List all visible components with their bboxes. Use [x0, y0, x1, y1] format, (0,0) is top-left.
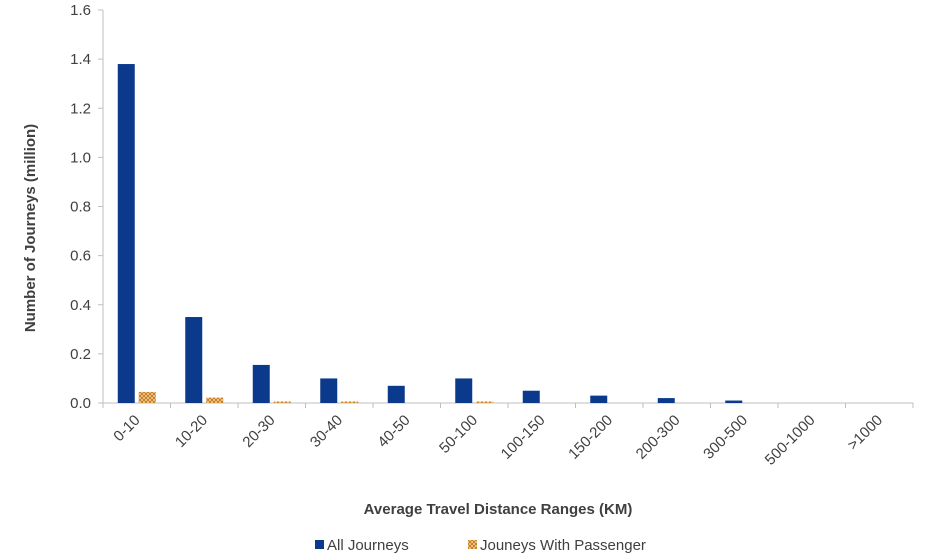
y-tick-label: 1.0 — [70, 149, 91, 166]
legend: All Journeys Jouneys With Passenger — [315, 537, 646, 554]
bar-all-journeys-9 — [725, 400, 743, 403]
legend-label: All Journeys — [327, 537, 409, 554]
y-tick-label: 1.6 — [70, 2, 91, 19]
x-tick-label: 20-30 — [239, 412, 278, 451]
x-tick-label: 100-150 — [498, 412, 549, 463]
x-tick-label: >1000 — [844, 412, 886, 454]
bar-all-journeys-4 — [387, 385, 405, 403]
y-tick-label: 0.2 — [70, 346, 91, 363]
bar-all-journeys-6 — [522, 390, 540, 403]
bar-with-passenger-5 — [476, 401, 494, 403]
x-tick-label: 10-20 — [172, 412, 211, 451]
y-axis: 0.0 0.2 0.4 0.6 0.8 1.0 1.2 1.4 1.6 — [70, 2, 104, 412]
legend-label: Jouneys With Passenger — [480, 537, 646, 554]
bar-with-passenger-0 — [138, 391, 156, 403]
x-tick-label: 500-1000 — [762, 412, 819, 469]
x-axis-title: Average Travel Distance Ranges (KM) — [364, 501, 633, 518]
x-tick-label: 300-500 — [700, 412, 751, 463]
legend-swatch — [315, 540, 324, 549]
y-tick-label: 0.0 — [70, 395, 91, 412]
x-tick-label: 150-200 — [565, 412, 616, 463]
bar-with-passenger-1 — [206, 397, 224, 403]
x-tick-label: 40-50 — [374, 412, 413, 451]
x-tick-label: 30-40 — [307, 412, 346, 451]
y-tick-label: 0.8 — [70, 199, 91, 216]
x-tick-label: 0-10 — [110, 412, 143, 445]
bar-with-passenger-3 — [341, 401, 359, 403]
x-axis: 0-10 10-20 20-30 30-40 40-50 50-100 100-150 150… — [102, 402, 914, 469]
bar-all-journeys-3 — [320, 378, 338, 403]
y-axis-title: Number of Journeys (million) — [22, 124, 39, 332]
bar-with-passenger-2 — [273, 401, 291, 403]
bar-all-journeys-5 — [455, 378, 473, 403]
x-tick-label: 50-100 — [436, 412, 481, 457]
bar-all-journeys-2 — [252, 364, 270, 403]
y-tick-label: 1.2 — [70, 100, 91, 117]
x-tick-label: 200-300 — [633, 412, 684, 463]
bar-all-journeys-7 — [590, 395, 608, 403]
y-tick-label: 0.4 — [70, 297, 91, 314]
legend-swatch — [468, 540, 477, 549]
bar-all-journeys-8 — [657, 398, 675, 403]
bar-all-journeys-1 — [185, 317, 203, 403]
y-tick-label: 1.4 — [70, 51, 91, 68]
bars — [117, 64, 743, 403]
y-tick-label: 0.6 — [70, 248, 91, 265]
bar-all-journeys-0 — [117, 64, 135, 403]
